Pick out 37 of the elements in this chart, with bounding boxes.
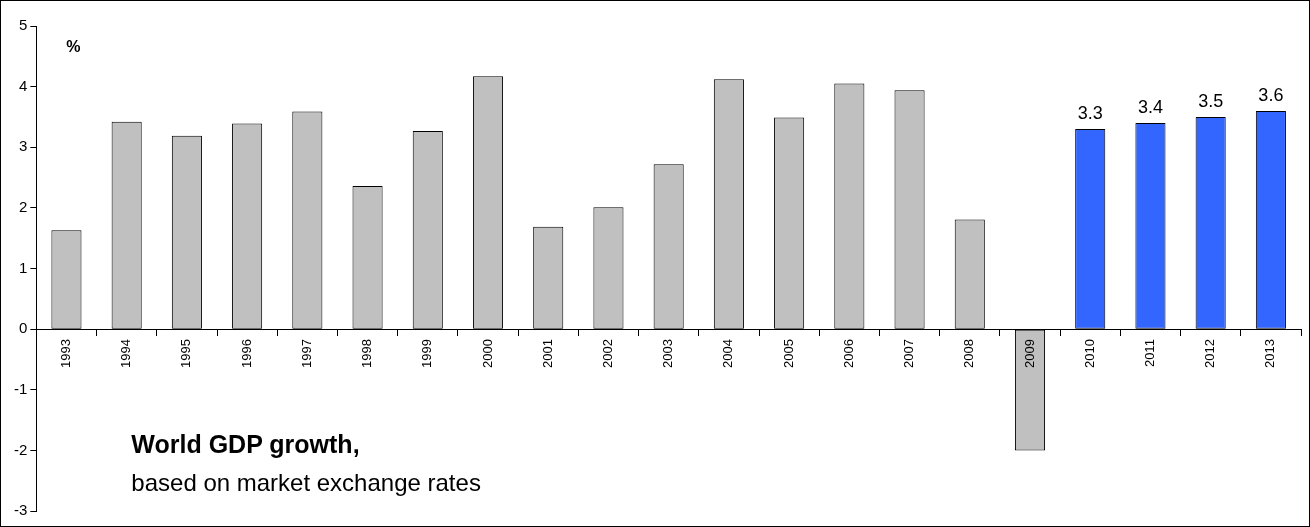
y-tick-label: 5 <box>18 16 28 34</box>
x-tick-label: 2003 <box>660 339 676 369</box>
x-tick-label: 2004 <box>720 339 736 369</box>
data-label: 3.4 <box>1137 96 1163 117</box>
x-tick-label: 1996 <box>238 339 254 369</box>
x-tick-label: 1995 <box>178 339 194 369</box>
x-tick-label: 2013 <box>1262 339 1278 369</box>
x-tick-label: 2008 <box>961 339 977 369</box>
x-tick-label: 1994 <box>118 339 134 369</box>
x-tick-label: 2005 <box>780 339 796 369</box>
y-tick-label: 2 <box>18 198 28 216</box>
data-label: 3.3 <box>1077 103 1103 124</box>
text: World GDP growth, <box>131 430 360 458</box>
x-tick-label: 2010 <box>1081 339 1097 369</box>
x-tick-label: 1997 <box>298 339 314 369</box>
data-label: 3.5 <box>1198 90 1224 111</box>
y-tick-label: -1 <box>13 379 28 397</box>
y-tick-label: 0 <box>18 319 28 337</box>
x-tick-label: 1999 <box>419 339 435 369</box>
text: based on market exchange rates <box>131 469 481 496</box>
x-tick-label: 2012 <box>1202 339 1218 369</box>
x-tick-label: 2007 <box>901 339 917 369</box>
x-tick-label: 2011 <box>1142 339 1158 368</box>
y-tick-label: -2 <box>13 440 28 458</box>
data-label: 3.6 <box>1258 84 1284 105</box>
y-tick-label: -3 <box>13 501 28 519</box>
x-tick-label: 2001 <box>539 339 555 369</box>
x-tick-label: 2002 <box>600 339 616 369</box>
y-axis-title: % <box>66 38 81 55</box>
y-tick-label: 1 <box>18 258 28 276</box>
x-tick-label: 2000 <box>479 339 495 369</box>
x-tick-label: 1998 <box>359 339 375 369</box>
x-tick-label: 2009 <box>1021 339 1037 369</box>
x-tick-label: 1993 <box>58 339 74 369</box>
y-tick-label: 4 <box>18 76 28 94</box>
y-tick-label: 3 <box>18 137 28 155</box>
x-tick-label: 2006 <box>840 339 856 369</box>
